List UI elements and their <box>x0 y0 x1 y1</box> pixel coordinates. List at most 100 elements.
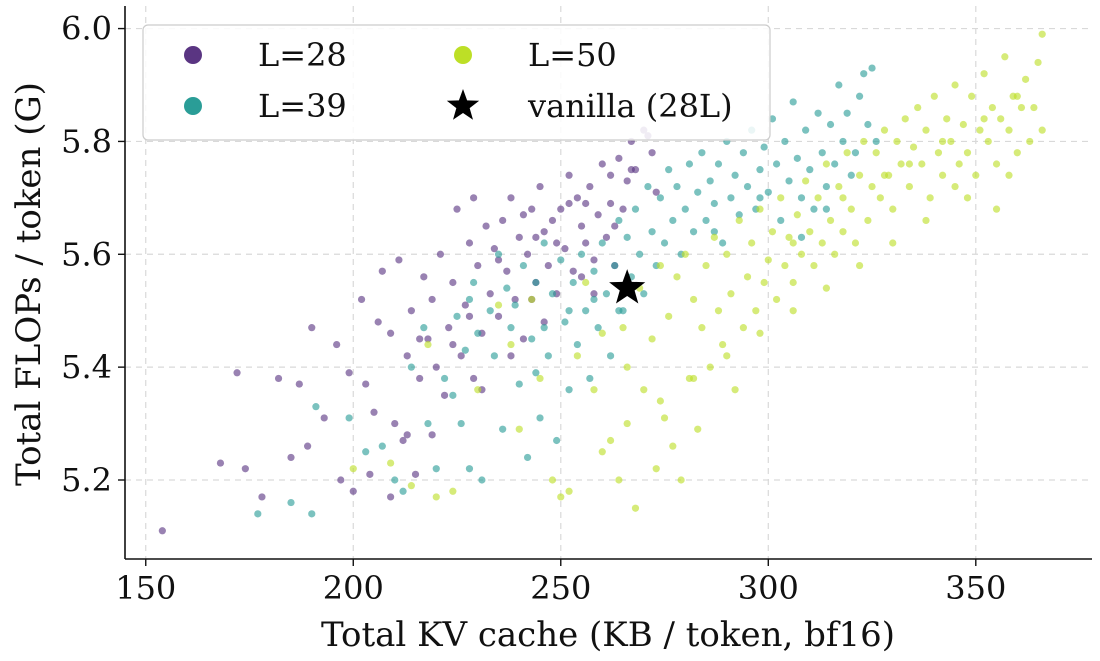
point-l50 <box>735 216 743 225</box>
point-l39 <box>478 476 486 484</box>
point-l39 <box>582 307 590 315</box>
point-l50 <box>847 205 855 213</box>
point-l28 <box>424 335 432 343</box>
point-l39 <box>631 205 640 213</box>
point-l28 <box>577 273 586 281</box>
point-l50 <box>590 386 598 394</box>
point-l50 <box>797 250 806 258</box>
point-l28 <box>507 194 515 202</box>
point-l39 <box>623 233 631 241</box>
legend-marker-l39 <box>184 97 202 115</box>
point-l28 <box>158 527 166 535</box>
point-l50 <box>992 205 1001 213</box>
point-l39 <box>565 386 573 394</box>
annotation-layer <box>609 269 646 304</box>
legend-marker-vanilla-star-icon <box>446 89 480 120</box>
point-l39 <box>735 211 743 219</box>
point-l39 <box>544 352 552 360</box>
point-l50 <box>860 137 868 146</box>
point-l39 <box>868 64 876 72</box>
point-l39 <box>797 194 806 202</box>
point-l50 <box>818 239 826 247</box>
point-l39 <box>727 194 735 202</box>
point-l28 <box>428 295 436 304</box>
point-l39 <box>806 166 814 174</box>
point-l28 <box>627 166 635 174</box>
point-l39 <box>557 256 565 264</box>
point-l28 <box>598 160 606 168</box>
point-l28 <box>274 374 283 383</box>
point-l28 <box>440 391 449 399</box>
point-l50 <box>648 335 656 343</box>
point-l28 <box>308 324 316 332</box>
point-l50 <box>528 295 536 304</box>
point-l28 <box>569 267 577 275</box>
point-l39 <box>669 216 677 225</box>
point-l50 <box>772 295 781 304</box>
point-l50 <box>1038 126 1046 134</box>
point-l39 <box>826 120 835 129</box>
point-l50 <box>1005 126 1013 134</box>
point-l50 <box>660 414 669 422</box>
point-l28 <box>378 267 386 275</box>
point-l50 <box>1021 75 1030 83</box>
point-l50 <box>922 126 930 134</box>
legend-label-l50: L=50 <box>528 36 617 74</box>
point-l39 <box>606 352 615 360</box>
point-l50 <box>880 126 889 134</box>
point-l50 <box>992 160 1001 168</box>
point-l39 <box>777 216 785 225</box>
point-l28 <box>295 380 303 388</box>
point-l50 <box>557 493 565 501</box>
point-l50 <box>748 239 756 247</box>
point-l28 <box>590 290 598 298</box>
point-l39 <box>511 301 519 309</box>
point-l50 <box>727 290 735 298</box>
point-l39 <box>528 335 536 343</box>
point-l39 <box>781 137 789 146</box>
point-l39 <box>362 448 370 456</box>
point-l39 <box>831 160 839 168</box>
point-l39 <box>714 160 723 168</box>
point-l39 <box>702 216 710 225</box>
legend-label-l28: L=28 <box>258 36 347 74</box>
point-l50 <box>938 171 947 179</box>
point-l50 <box>714 307 723 315</box>
point-l50 <box>889 205 897 213</box>
point-l39 <box>822 205 830 213</box>
point-l28 <box>490 245 498 253</box>
point-l39 <box>540 324 548 332</box>
point-l28 <box>511 295 519 304</box>
point-l39 <box>710 199 718 208</box>
point-l39 <box>636 250 644 258</box>
point-l28 <box>445 324 453 332</box>
point-l50 <box>1013 92 1021 100</box>
point-l28 <box>337 476 345 484</box>
point-l39 <box>689 228 698 236</box>
point-l50 <box>665 312 673 320</box>
point-l50 <box>764 256 772 264</box>
point-l50 <box>706 363 714 371</box>
x-tick-label: 150 <box>115 569 176 607</box>
point-l39 <box>743 182 752 191</box>
point-l50 <box>777 194 785 202</box>
point-l28 <box>544 261 552 270</box>
point-l39 <box>540 239 548 247</box>
point-l50 <box>976 126 984 134</box>
x-tick-label: 350 <box>945 569 1006 607</box>
point-l50 <box>839 194 847 202</box>
legend-marker-l50 <box>454 46 472 64</box>
point-l28 <box>623 177 631 185</box>
point-l28 <box>470 194 478 202</box>
point-l39 <box>490 352 498 360</box>
point-l50 <box>494 301 503 309</box>
point-l39 <box>615 216 623 225</box>
y-ticks: 5.2 5.4 5.6 5.8 6.0 <box>61 10 125 499</box>
point-l50 <box>963 194 972 202</box>
point-l39 <box>818 149 826 157</box>
point-l50 <box>835 182 843 191</box>
point-l39 <box>793 154 801 162</box>
point-l28 <box>561 245 569 253</box>
point-l50 <box>864 216 872 225</box>
point-l50 <box>984 137 992 146</box>
